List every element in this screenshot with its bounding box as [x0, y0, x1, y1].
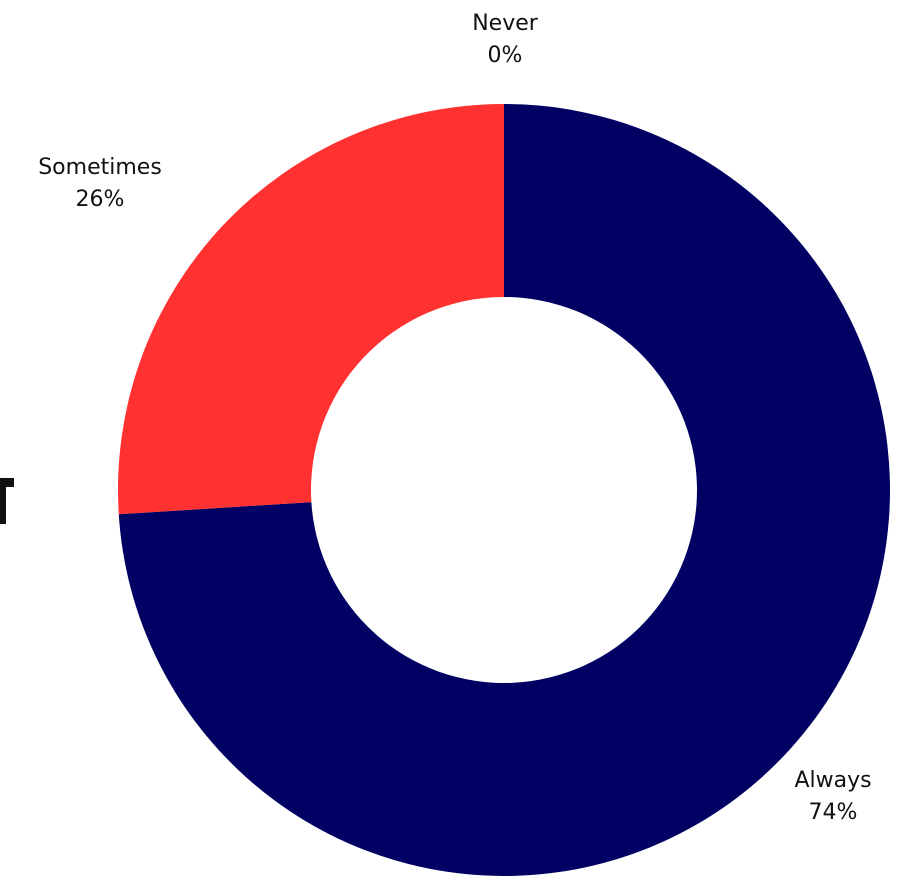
slice-sometimes [117, 104, 504, 515]
label-never-value: 0% [487, 43, 523, 68]
cropped-letter-fragment [0, 470, 26, 550]
slice-always [118, 104, 891, 876]
label-sometimes-name: Sometimes [38, 155, 162, 180]
label-sometimes-value: 26% [75, 187, 125, 212]
label-always-name: Always [794, 768, 872, 793]
label-sometimes: Sometimes 26% [38, 152, 162, 216]
label-always-value: 74% [808, 800, 858, 825]
label-never-name: Never [472, 11, 538, 36]
label-never: Never 0% [472, 8, 538, 72]
label-always: Always 74% [794, 765, 871, 829]
